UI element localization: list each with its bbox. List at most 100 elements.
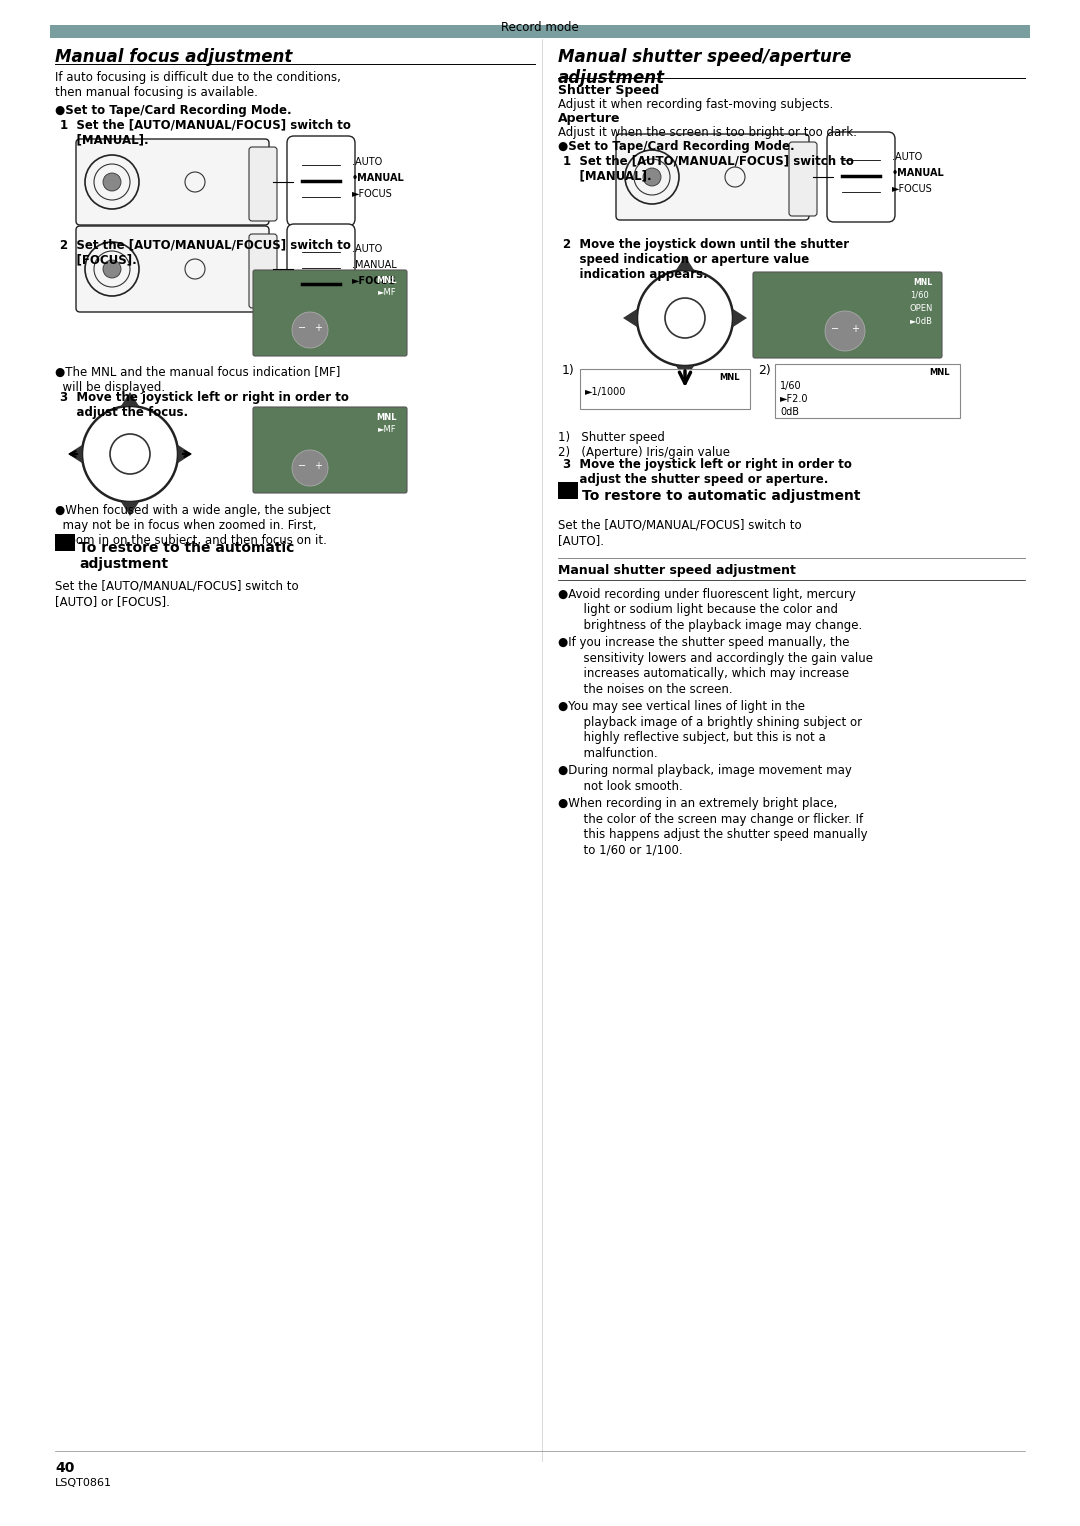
Text: Manual shutter speed/aperture
adjustment: Manual shutter speed/aperture adjustment	[558, 47, 851, 87]
Polygon shape	[121, 502, 139, 516]
Text: ►FOCUS: ►FOCUS	[892, 185, 933, 194]
Text: +: +	[314, 324, 322, 333]
Polygon shape	[676, 366, 694, 380]
Text: •MANUAL: •MANUAL	[892, 168, 945, 179]
Text: playback image of a brightly shining subject or: playback image of a brightly shining sub…	[576, 716, 862, 729]
Text: Set the [AUTO/MANUAL/FOCUS] switch to
[AUTO].: Set the [AUTO/MANUAL/FOCUS] switch to [A…	[558, 519, 801, 546]
Text: 1/60: 1/60	[780, 382, 801, 391]
Text: Record mode: Record mode	[501, 21, 579, 34]
Text: MNL: MNL	[719, 372, 740, 382]
Text: ►1/1000: ►1/1000	[585, 388, 626, 397]
Text: to 1/60 or 1/100.: to 1/60 or 1/100.	[576, 844, 683, 858]
Bar	[558, 482, 578, 499]
Text: increases automatically, which may increase: increases automatically, which may incre…	[576, 667, 849, 681]
Text: MNL: MNL	[913, 278, 932, 287]
Circle shape	[292, 450, 328, 485]
Text: .AUTO: .AUTO	[352, 157, 382, 166]
Circle shape	[103, 259, 121, 278]
Text: .MANUAL: .MANUAL	[352, 259, 396, 270]
Text: ●When focused with a wide angle, the subject
  may not be in focus when zoomed i: ●When focused with a wide angle, the sub…	[55, 504, 330, 546]
FancyBboxPatch shape	[249, 233, 276, 308]
Text: LSQT0861: LSQT0861	[55, 1479, 112, 1488]
Text: ●You may see vertical lines of light in the: ●You may see vertical lines of light in …	[558, 700, 805, 714]
FancyBboxPatch shape	[616, 134, 809, 220]
Text: Aperture: Aperture	[558, 111, 621, 125]
Text: ►FOCUS: ►FOCUS	[352, 276, 396, 285]
Bar	[580, 369, 750, 409]
Text: 1): 1)	[562, 365, 575, 377]
Circle shape	[643, 168, 661, 186]
Text: 2): 2)	[758, 365, 771, 377]
Text: −: −	[831, 324, 839, 334]
Polygon shape	[121, 392, 139, 406]
Text: 1  Set the [AUTO/MANUAL/FOCUS] switch to
    [MANUAL].: 1 Set the [AUTO/MANUAL/FOCUS] switch to …	[563, 154, 854, 182]
Text: ●The MNL and the manual focus indication [MF]
  will be displayed.: ●The MNL and the manual focus indication…	[55, 366, 340, 394]
FancyBboxPatch shape	[253, 407, 407, 493]
Bar	[50, 24, 1030, 38]
Text: 3  Move the joystick left or right in order to
    adjust the shutter speed or a: 3 Move the joystick left or right in ord…	[563, 458, 852, 485]
Circle shape	[825, 311, 865, 351]
FancyBboxPatch shape	[76, 226, 269, 311]
Text: 40: 40	[55, 1460, 75, 1476]
Text: 2  Set the [AUTO/MANUAL/FOCUS] switch to
    [FOCUS].: 2 Set the [AUTO/MANUAL/FOCUS] switch to …	[60, 238, 351, 266]
Polygon shape	[676, 256, 694, 270]
FancyBboxPatch shape	[253, 270, 407, 356]
Text: sensitivity lowers and accordingly the gain value: sensitivity lowers and accordingly the g…	[576, 652, 873, 665]
Text: ►MF: ►MF	[378, 288, 397, 298]
Circle shape	[103, 172, 121, 191]
Text: the noises on the screen.: the noises on the screen.	[576, 684, 732, 696]
Text: −: −	[298, 324, 306, 333]
Text: ►F2.0: ►F2.0	[780, 394, 809, 404]
Text: If auto focusing is difficult due to the conditions,
then manual focusing is ava: If auto focusing is difficult due to the…	[55, 72, 341, 99]
Text: light or sodium light because the color and: light or sodium light because the color …	[576, 603, 838, 617]
Text: ●Set to Tape/Card Recording Mode.: ●Set to Tape/Card Recording Mode.	[55, 104, 292, 118]
Text: To restore to the automatic
adjustment: To restore to the automatic adjustment	[79, 542, 295, 571]
Text: highly reflective subject, but this is not a: highly reflective subject, but this is n…	[576, 731, 826, 745]
Text: ►0dB: ►0dB	[910, 317, 933, 327]
Text: ●During normal playback, image movement may: ●During normal playback, image movement …	[558, 765, 852, 778]
Polygon shape	[733, 308, 747, 327]
Circle shape	[292, 311, 328, 348]
Text: ●Avoid recording under fluorescent light, mercury: ●Avoid recording under fluorescent light…	[558, 588, 855, 601]
Text: MNL: MNL	[930, 368, 950, 377]
Text: .AUTO: .AUTO	[892, 153, 922, 162]
Text: 0dB: 0dB	[780, 407, 799, 417]
Text: 1  Set the [AUTO/MANUAL/FOCUS] switch to
    [MANUAL].: 1 Set the [AUTO/MANUAL/FOCUS] switch to …	[60, 118, 351, 146]
Text: Shutter Speed: Shutter Speed	[558, 84, 659, 98]
Text: MNL: MNL	[377, 414, 397, 423]
Bar	[55, 534, 75, 551]
FancyBboxPatch shape	[789, 142, 816, 217]
Text: +: +	[314, 461, 322, 472]
Text: 1/60: 1/60	[910, 291, 929, 301]
Text: malfunction.: malfunction.	[576, 748, 658, 760]
Text: Manual focus adjustment: Manual focus adjustment	[55, 47, 293, 66]
Text: not look smooth.: not look smooth.	[576, 780, 683, 794]
Text: ►MF: ►MF	[378, 426, 397, 433]
Text: OPEN: OPEN	[910, 304, 933, 313]
Text: 2  Move the joystick down until the shutter
    speed indication or aperture val: 2 Move the joystick down until the shutt…	[563, 238, 849, 281]
FancyBboxPatch shape	[287, 224, 355, 314]
Polygon shape	[178, 446, 192, 462]
Text: Set the [AUTO/MANUAL/FOCUS] switch to
[AUTO] or [FOCUS].: Set the [AUTO/MANUAL/FOCUS] switch to [A…	[55, 580, 299, 607]
Text: Adjust it when recording fast-moving subjects.: Adjust it when recording fast-moving sub…	[558, 98, 834, 111]
Bar	[775, 365, 960, 418]
FancyBboxPatch shape	[827, 133, 895, 221]
Text: the color of the screen may change or flicker. If: the color of the screen may change or fl…	[576, 813, 863, 826]
FancyBboxPatch shape	[287, 136, 355, 226]
Text: .AUTO: .AUTO	[352, 244, 382, 253]
Text: ●Set to Tape/Card Recording Mode.: ●Set to Tape/Card Recording Mode.	[558, 140, 795, 153]
Text: ●When recording in an extremely bright place,: ●When recording in an extremely bright p…	[558, 798, 837, 810]
Text: this happens adjust the shutter speed manually: this happens adjust the shutter speed ma…	[576, 829, 867, 841]
Text: 3  Move the joystick left or right in order to
    adjust the focus.: 3 Move the joystick left or right in ord…	[60, 391, 349, 420]
Text: To restore to automatic adjustment: To restore to automatic adjustment	[582, 488, 861, 504]
FancyBboxPatch shape	[753, 272, 942, 359]
FancyBboxPatch shape	[76, 139, 269, 224]
Text: ●If you increase the shutter speed manually, the: ●If you increase the shutter speed manua…	[558, 636, 850, 650]
Text: brightness of the playback image may change.: brightness of the playback image may cha…	[576, 620, 862, 632]
Text: ►FOCUS: ►FOCUS	[352, 189, 393, 198]
Text: +: +	[851, 324, 859, 334]
Text: Adjust it when the screen is too bright or too dark.: Adjust it when the screen is too bright …	[558, 127, 856, 139]
Polygon shape	[68, 446, 82, 462]
Text: •MANUAL: •MANUAL	[352, 172, 405, 183]
Polygon shape	[623, 308, 637, 327]
